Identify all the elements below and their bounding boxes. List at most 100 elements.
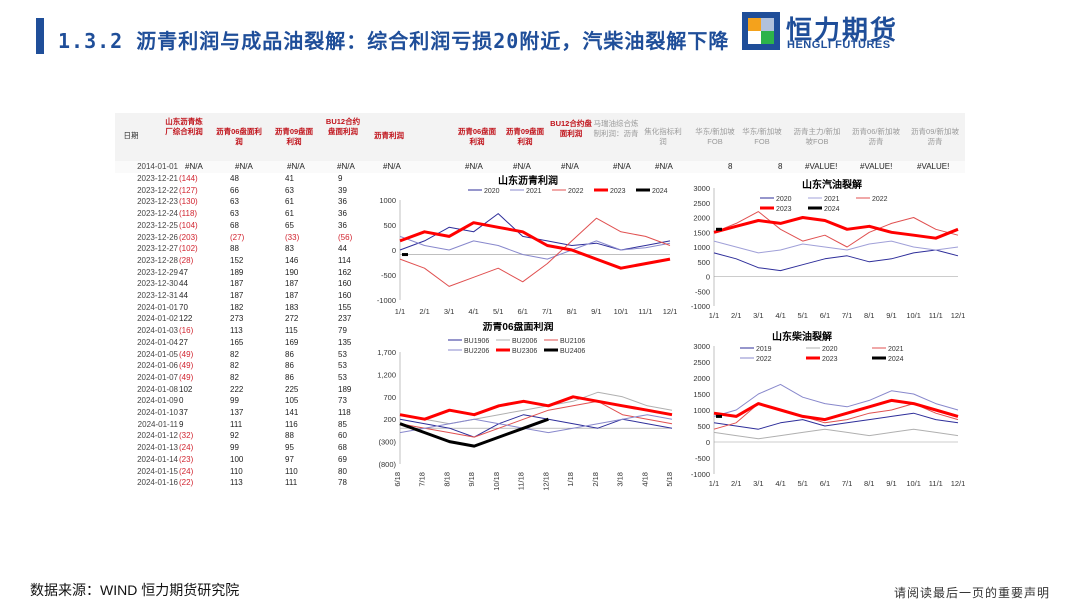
x-tick-label: 1/18: [566, 472, 575, 487]
row-value: 48: [230, 174, 239, 183]
header-bu12-profit-2: BU12合约盘面利润: [550, 119, 592, 138]
row-value: (127): [179, 185, 198, 195]
row-value: 9: [179, 419, 184, 429]
x-tick-label: 12/18: [541, 472, 550, 491]
header-coking-profit: 焦化指标利润: [644, 127, 682, 146]
legend-label: BU2006: [512, 338, 537, 345]
row-value: 225: [285, 384, 299, 394]
x-tick-label: 5/1: [798, 479, 808, 488]
row-date: 2024-01-11: [137, 419, 178, 429]
y-tick-label: (800): [378, 460, 396, 469]
row-value: 82: [230, 349, 239, 359]
x-tick-label: 9/18: [467, 472, 476, 487]
y-tick-label: 500: [383, 221, 396, 230]
row-value: 61: [285, 197, 294, 207]
chart-title: 山东汽油裂解: [802, 178, 862, 191]
row-value: 68: [338, 443, 347, 453]
y-tick-label: 3000: [693, 184, 710, 193]
row-date: 2024-01-04: [137, 337, 178, 347]
row-value: 190: [285, 267, 299, 277]
table-row: 2024-01-11 9 111 116 85: [115, 419, 365, 431]
page-title: 1.3.2 沥青利润与成品油裂解：综合利润亏损20附近，汽柴油裂解下降: [58, 29, 730, 53]
na-cell: #N/A: [337, 162, 355, 171]
series-line-BU2306: [399, 395, 673, 421]
series-line-2021: [713, 240, 959, 254]
table-row: 2024-01-12 (32) 92 88 60: [115, 430, 365, 442]
table-na-row: 2014-01-01 #N/A #N/A #N/A #N/A #N/A #N/A…: [115, 161, 965, 173]
x-tick-label: 11/18: [517, 472, 526, 490]
row-date: 2024-01-15: [137, 466, 178, 476]
row-value: 68: [230, 220, 239, 230]
legend-label: BU2206: [464, 348, 489, 355]
row-value: (16): [179, 326, 194, 336]
x-tick-label: 3/1: [444, 307, 454, 316]
y-tick-label: 2500: [693, 358, 710, 367]
row-value: 137: [230, 408, 244, 417]
row-value: (56): [338, 232, 353, 242]
row-value: 187: [285, 291, 299, 300]
row-date: 2024-01-07: [137, 372, 178, 382]
row-value: 141: [285, 408, 299, 417]
row-date: 2023-12-28: [137, 255, 178, 265]
row-date: 2024-01-13: [137, 443, 178, 453]
na-cell: #N/A: [235, 162, 253, 171]
table-row: 2024-01-03 (16) 113 115 79: [115, 325, 365, 337]
row-date: 2024-01-01: [137, 302, 178, 312]
table-row: 2024-01-02 122 273 272 237: [115, 313, 365, 325]
row-date: 2024-01-09: [137, 396, 178, 406]
row-value: 44: [179, 291, 188, 300]
row-value: 222: [230, 384, 244, 394]
row-value: (32): [179, 431, 194, 441]
legend-label: 2022: [756, 356, 772, 363]
y-tick-label: -500: [381, 271, 396, 280]
y-tick-label: 2500: [693, 199, 710, 208]
legend-label: 2020: [484, 188, 500, 195]
legend-label: BU2406: [560, 348, 585, 355]
na-cell: #N/A: [287, 162, 305, 171]
row-value: 53: [338, 372, 347, 382]
table-row: 2023-12-23 (130) 63 61 36: [115, 196, 365, 208]
header-shandong-profit: 山东沥青炼厂综合利润: [165, 117, 203, 136]
row-value: 44: [338, 244, 347, 254]
y-tick-label: 700: [383, 393, 396, 402]
row-value: (102): [179, 244, 198, 254]
row-value: 86: [285, 372, 294, 382]
legend-label: 2020: [822, 346, 838, 353]
row-value: 63: [230, 197, 239, 207]
row-value: 160: [338, 291, 352, 300]
row-value: 47: [179, 267, 188, 277]
table-row: 2023-12-21 (144) 48 41 9: [115, 173, 365, 185]
x-tick-label: 8/1: [864, 311, 874, 320]
row-value: 189: [230, 267, 244, 277]
row-value: 99: [230, 396, 239, 406]
na-cell: #N/A: [613, 162, 631, 171]
table-row: 2023-12-29 47 189 190 162: [115, 267, 365, 279]
row-date: 2023-12-30: [137, 279, 178, 289]
series-line-BU2406: [399, 417, 549, 448]
table-row: 2024-01-07 (49) 82 86 53: [115, 372, 365, 384]
chart-shandong-diesel-crack: 山东柴油裂解 3000 2500 2000 1500 1000 500 0 -500 -1000 1…: [682, 326, 966, 492]
series-line-2022: [399, 217, 671, 287]
row-value: (130): [179, 197, 198, 207]
x-tick-label: 2/18: [591, 472, 600, 487]
row-value: 63: [230, 209, 239, 219]
x-tick-label: 2/1: [731, 311, 741, 320]
row-value: 99: [230, 443, 239, 453]
header-bu09-profit-2: 沥青09盘面利润: [505, 127, 545, 146]
row-date: 2024-01-03: [137, 326, 178, 336]
row-value: 78: [338, 478, 347, 488]
x-tick-label: 10/18: [492, 472, 501, 491]
y-tick-label: 1,700: [377, 348, 396, 357]
x-tick-label: 6/1: [820, 479, 830, 488]
row-value: 63: [285, 185, 294, 195]
x-tick-label: 3/18: [616, 472, 625, 487]
y-tick-label: 0: [392, 246, 396, 255]
row-value: 39: [338, 185, 347, 195]
row-value: 273: [230, 314, 244, 324]
row-value: 79: [338, 326, 347, 336]
chart-shandong-gasoline-crack: 山东汽油裂解 3000 2500 2000 1500 1000 500 0 -500 -1000 1…: [682, 174, 966, 324]
header-bu09-profit: 沥青09盘面利润: [274, 127, 314, 146]
y-tick-label: -500: [695, 287, 710, 296]
series-line-BU2006: [399, 391, 673, 425]
row-value: 102: [179, 384, 193, 394]
